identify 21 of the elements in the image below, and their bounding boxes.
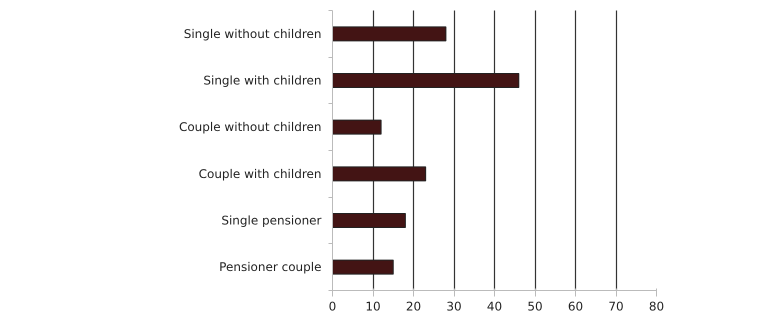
x-tick-label: 70 (608, 300, 624, 314)
bar (332, 120, 382, 135)
x-tick-label: 30 (446, 300, 462, 314)
bar (332, 73, 520, 88)
y-tick-label: Single with children (203, 74, 322, 88)
y-tick-label: Couple with children (198, 166, 322, 181)
x-tick-label: 60 (568, 300, 584, 314)
x-tick-label: 50 (527, 300, 543, 314)
bar (332, 260, 394, 275)
x-tick-label: 20 (406, 300, 422, 314)
bar (332, 213, 406, 228)
x-tick-label: 40 (486, 300, 502, 314)
bar (332, 26, 446, 42)
y-tick-label: Pensioner couple (219, 260, 322, 274)
x-tick-label: 10 (365, 300, 381, 314)
y-tick-label: Couple without children (178, 120, 322, 134)
x-tick-label: 0 (328, 300, 336, 314)
bar (332, 166, 426, 182)
x-tick-label: 80 (648, 300, 664, 314)
y-tick-label: Single pensioner (221, 214, 322, 228)
y-tick-label: Single without children (184, 26, 322, 41)
